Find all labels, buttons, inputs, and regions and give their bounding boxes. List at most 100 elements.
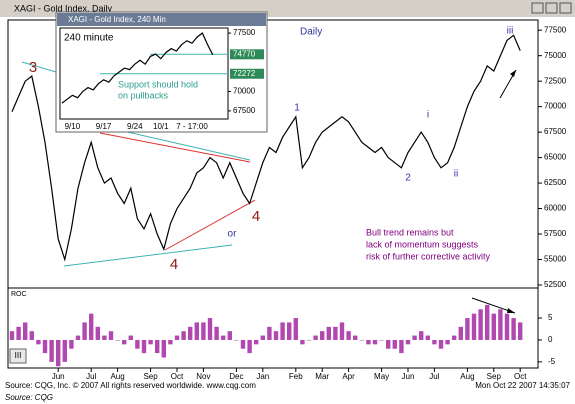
roc-bar: [95, 326, 100, 340]
roc-bar: [339, 322, 345, 340]
trendline: [164, 199, 256, 251]
trendline: [21, 61, 57, 73]
roc-bar: [9, 331, 15, 340]
roc-bar: [82, 322, 87, 340]
roc-bar: [234, 339, 239, 341]
roc-bar: [227, 331, 232, 340]
wave-label: ii: [454, 169, 458, 180]
roc-bar: [56, 339, 61, 367]
roc-bar: [260, 335, 265, 340]
roc-bar: [392, 339, 397, 349]
roc-bar: [333, 326, 338, 340]
x-tick-label: Apr: [342, 372, 355, 381]
chart-title: Daily: [300, 27, 322, 38]
roc-bar: [148, 339, 153, 345]
x-tick-label: Nov: [196, 372, 210, 381]
inset-subtitle: 240 minute: [64, 33, 114, 44]
x-tick-label: Sep: [487, 372, 502, 381]
trendline: [99, 132, 251, 163]
roc-bar: [254, 339, 259, 345]
wave-label: iii: [507, 26, 514, 37]
wave-label: 2: [405, 173, 411, 184]
roc-bar: [194, 322, 199, 340]
footer-timestamp: Mon Oct 22 2007 14:35:07: [475, 381, 570, 390]
roc-bar: [36, 339, 41, 345]
y-tick-label: 72500: [544, 76, 567, 85]
roc-bar: [273, 331, 279, 340]
roc-bar: [518, 322, 523, 340]
roc-bar: [320, 331, 325, 340]
roc-bar: [240, 339, 246, 349]
roc-bar: [419, 331, 424, 340]
annotation: lack of momentum suggests: [366, 239, 479, 249]
x-tick-label: Aug: [460, 372, 474, 381]
x-tick-label: Oct: [171, 372, 184, 381]
roc-bar: [122, 339, 127, 345]
minimize-button[interactable]: [531, 2, 544, 14]
wave-label: 1: [294, 103, 300, 114]
y-tick-label: 67500: [233, 106, 256, 115]
level-label: 72272: [233, 69, 256, 78]
level-box: [230, 49, 264, 60]
roc-bar: [485, 304, 490, 340]
roc-bar: [366, 339, 371, 345]
x-tick-label: Dec: [229, 372, 243, 381]
roc-bar: [207, 318, 213, 340]
y-tick-label: 57500: [544, 229, 567, 238]
roc-bar: [280, 322, 285, 340]
roc-bar: [89, 313, 94, 340]
trendline: [63, 244, 233, 267]
wave-label: i: [427, 110, 429, 121]
roc-bar: [135, 339, 140, 349]
roc-bar: [491, 313, 496, 340]
roc-bar: [293, 318, 298, 340]
wave-label: 3: [29, 59, 37, 76]
panel-title: ROC: [11, 291, 27, 298]
x-tick-label: Jun: [402, 372, 415, 381]
annotation: Bull trend remains but: [366, 227, 454, 237]
roc-bar: [425, 335, 430, 340]
roc-bar: [174, 335, 180, 340]
x-tick-label: Mar: [315, 372, 329, 381]
roc-bar: [326, 326, 331, 340]
roc-bar: [161, 339, 166, 358]
close-button[interactable]: [559, 2, 572, 14]
roc-bar: [452, 335, 457, 340]
x-tick-label: Jul: [86, 372, 96, 381]
scroll-box[interactable]: [9, 348, 27, 364]
footer-source: Source: CQG, Inc. © 2007 All rights rese…: [5, 381, 256, 390]
price-line: [11, 34, 521, 262]
y-tick-label: 5: [548, 313, 553, 322]
roc-bar: [42, 339, 48, 354]
roc-bar: [306, 339, 312, 341]
roc-bar: [412, 335, 417, 340]
wave-label: 4: [252, 208, 260, 225]
roc-bar: [267, 326, 272, 340]
roc-bar: [346, 331, 351, 340]
y-tick-label: 62500: [544, 178, 567, 187]
roc-bar: [247, 339, 252, 354]
y-tick-label: 77500: [544, 25, 567, 34]
roc-bar: [399, 339, 404, 354]
roc-bar: [102, 335, 107, 340]
roc-bar: [128, 335, 133, 340]
y-tick-label: 60000: [544, 204, 567, 213]
roc-bar: [188, 326, 193, 340]
wave-label: 4: [170, 256, 178, 273]
window-title: XAGI - Gold Index, Daily: [14, 3, 113, 13]
roc-bar: [379, 339, 384, 341]
x-tick-label: Oct: [514, 372, 527, 381]
x-tick-label: Jul: [429, 372, 439, 381]
roc-bar: [471, 313, 477, 340]
y-tick-label: 70000: [544, 102, 567, 111]
level-box: [230, 68, 264, 79]
roc-bar: [511, 318, 516, 340]
roc-bar: [432, 339, 437, 345]
maximize-button[interactable]: [545, 2, 558, 14]
roc-bar: [300, 339, 305, 345]
x-tick-label: Sep: [143, 372, 158, 381]
x-tick-label: May: [374, 372, 389, 381]
roc-bar: [168, 339, 173, 345]
x-tick-label: Feb: [289, 372, 303, 381]
x-tick-label: 10/1: [153, 122, 169, 131]
